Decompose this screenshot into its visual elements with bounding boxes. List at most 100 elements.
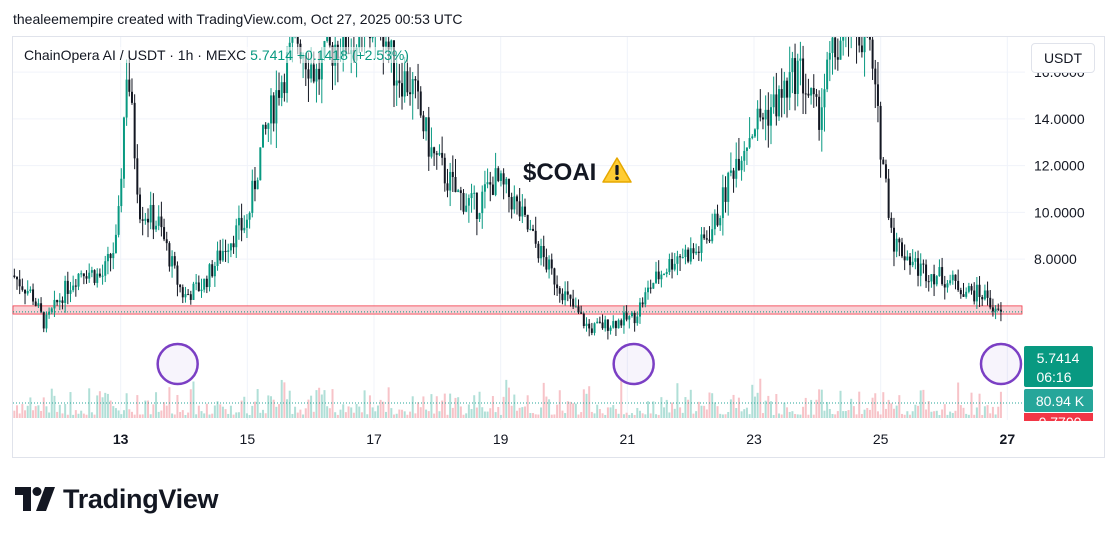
volume-bar [983, 406, 986, 418]
candle-body [676, 256, 679, 264]
candle-body [446, 183, 449, 191]
volume-bar [184, 414, 187, 418]
candle-body [240, 217, 243, 231]
volume-bar [628, 414, 631, 418]
candle-body [983, 290, 986, 300]
volume-bar [943, 404, 946, 418]
candle-body [294, 30, 296, 35]
y-tick-label: 10.0000 [1034, 204, 1085, 220]
chart-panel[interactable] [12, 36, 1105, 458]
symbol-legend[interactable]: ChainOpera AI / USDT · 1h · MEXC 5.7414 … [24, 47, 409, 63]
candle-body [732, 170, 735, 179]
candle-body [850, 2, 852, 36]
volume-bar [866, 407, 869, 418]
volume-bar [630, 413, 633, 418]
y-tick-label: 8.0000 [1034, 251, 1077, 267]
candle-body [652, 282, 655, 289]
candle-body [371, 37, 374, 39]
volume-bar [927, 401, 930, 418]
volume-bar [248, 414, 251, 418]
volume-bar [72, 414, 75, 418]
candle-body [459, 190, 462, 193]
candle-body [903, 256, 906, 261]
candle-body [802, 58, 805, 94]
volume-bar [53, 395, 56, 418]
volume-bar [598, 409, 601, 418]
candle-body [507, 178, 510, 198]
ticker-annotation: $COAI [523, 157, 633, 187]
volume-bar [521, 407, 524, 418]
volume-bar [740, 411, 743, 418]
volume-bar [524, 406, 527, 418]
volume-bar [56, 411, 59, 418]
volume-bar [176, 394, 179, 418]
volume-bar [868, 409, 871, 418]
candle-body [112, 252, 115, 259]
candle-body [382, 37, 385, 47]
candle-body [208, 264, 211, 288]
currency-button[interactable]: USDT [1031, 43, 1095, 73]
candle-body [649, 287, 652, 289]
candle-body [93, 270, 96, 283]
candle-body [882, 159, 885, 165]
candle-body [510, 197, 513, 210]
volume-bar [26, 405, 29, 418]
candle-body [475, 192, 478, 219]
candle-body [465, 205, 468, 212]
volume-bar [457, 397, 460, 418]
candle-body [280, 82, 283, 98]
volume-bar [291, 413, 294, 418]
candle-body [856, 11, 858, 36]
candle-body [625, 312, 628, 320]
candle-body [26, 291, 29, 294]
volume-bar [82, 413, 85, 418]
candle-body [401, 83, 404, 97]
volume-bar [876, 411, 879, 418]
candle-body [441, 152, 444, 158]
x-tick-label: 13 [113, 431, 129, 447]
volume-bar [187, 412, 190, 418]
volume-bar [478, 391, 481, 418]
tradingview-wordmark: TradingView [63, 484, 219, 514]
volume-bar [302, 414, 305, 418]
volume-bar [237, 412, 240, 418]
tradingview-logo-icon [15, 487, 55, 511]
candle-body [77, 273, 80, 287]
candle-body [978, 284, 981, 297]
candle-body [122, 117, 125, 179]
volume-bar [778, 413, 781, 418]
volume-bar [991, 406, 994, 418]
volume-bar [275, 406, 278, 418]
volume-bar [764, 400, 767, 418]
candle-body [572, 298, 575, 307]
volume-bar [120, 414, 123, 418]
candle-body [179, 284, 182, 288]
volume-bar [147, 400, 150, 418]
ticker-annotation-text: $COAI [523, 159, 597, 186]
volume-bar [828, 409, 831, 418]
candle-body [243, 227, 246, 231]
volume-bar [470, 409, 473, 418]
candle-body [636, 316, 639, 324]
volume-bar [368, 395, 371, 418]
candle-body [451, 171, 454, 178]
candle-body [716, 213, 719, 226]
volume-bar [221, 406, 224, 418]
candle-body [526, 214, 529, 230]
highlight-circle [156, 342, 199, 386]
candle-body [917, 258, 920, 276]
candle-body [604, 319, 607, 329]
volume-bar [692, 413, 695, 418]
volume-bar [213, 405, 216, 418]
volume-bar [818, 389, 821, 418]
volume-bar [48, 412, 51, 418]
candle-body [200, 289, 203, 292]
candle-body [991, 307, 994, 312]
volume-bar [69, 392, 72, 418]
volume-bar [427, 411, 430, 418]
volume-bar [443, 393, 446, 418]
candle-body [845, 11, 847, 24]
volume-bar [267, 395, 270, 418]
candle-body [786, 80, 789, 98]
